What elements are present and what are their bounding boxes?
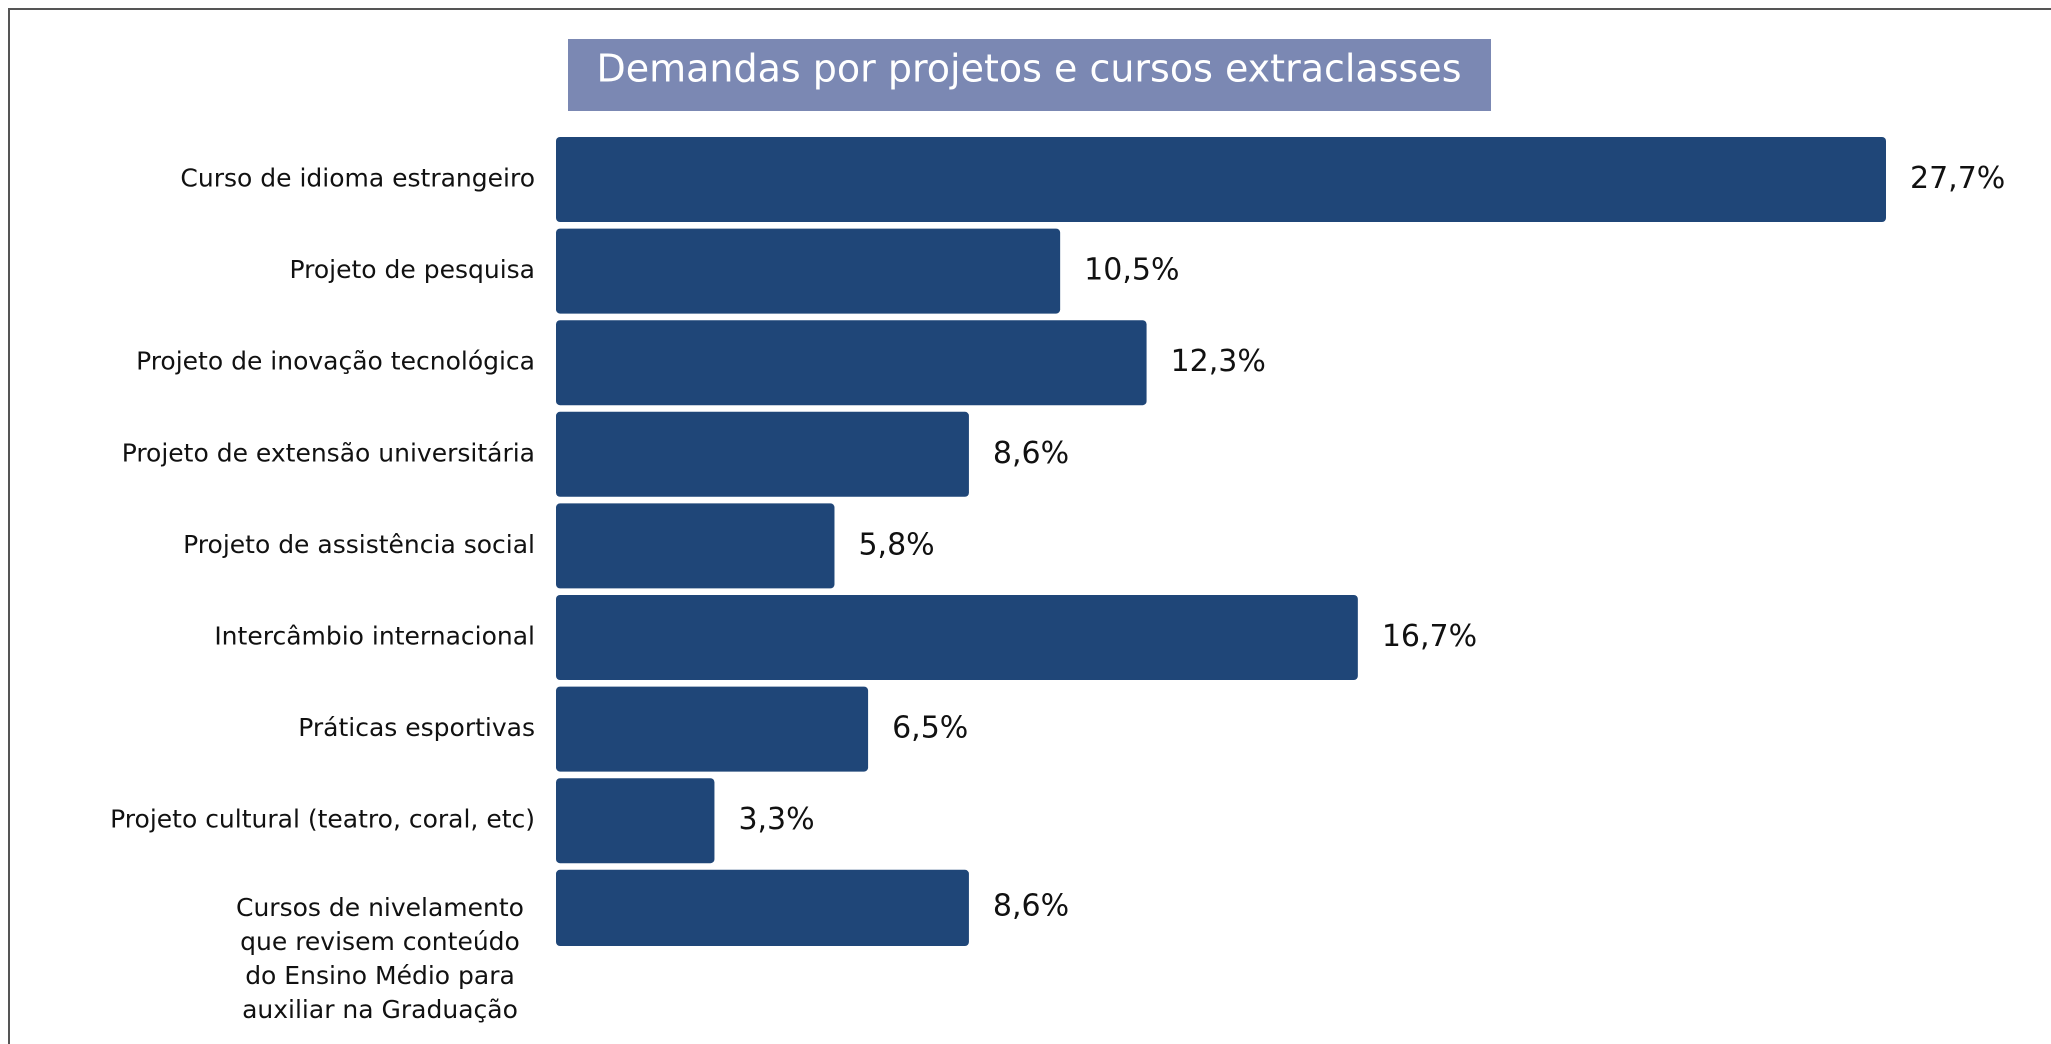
value-label: 10,5%: [1084, 253, 1179, 288]
category-label: Projeto de pesquisa: [289, 255, 535, 284]
value-label: 6,5%: [892, 711, 968, 746]
frame: [8, 8, 2051, 1044]
category-label: Cursos de nivelamento que revisem conteúd…: [236, 893, 524, 1024]
bar: [556, 411, 969, 497]
value-label: 16,7%: [1382, 619, 1477, 654]
value-label: 27,7%: [1910, 161, 2005, 196]
category-label: Intercâmbio internacional: [214, 622, 535, 651]
bar: [556, 778, 715, 864]
bar: [556, 137, 1886, 222]
category-label: Curso de idioma estrangeiro: [180, 164, 535, 193]
category-label: Projeto de inovação tecnológica: [136, 347, 535, 376]
category-label: Projeto de extensão universitária: [122, 438, 535, 467]
bar: [556, 320, 1147, 406]
bar: [556, 686, 869, 772]
value-label: 12,3%: [1171, 344, 1266, 379]
bar: [556, 228, 1061, 314]
chart-title: Demandas por projetos e cursos extraclas…: [596, 47, 1461, 91]
value-label: 3,3%: [738, 802, 814, 837]
bar: [556, 503, 835, 589]
value-label: 8,6%: [993, 436, 1069, 471]
bar: [556, 595, 1358, 680]
category-label: Projeto de assistência social: [183, 530, 535, 559]
title-box: [568, 39, 1491, 111]
category-label: Práticas esportivas: [298, 713, 535, 742]
value-label: 8,6%: [993, 889, 1069, 924]
bar: [556, 869, 969, 946]
category-label: Projeto cultural (teatro, coral, etc): [110, 805, 535, 834]
value-label: 5,8%: [858, 527, 934, 562]
